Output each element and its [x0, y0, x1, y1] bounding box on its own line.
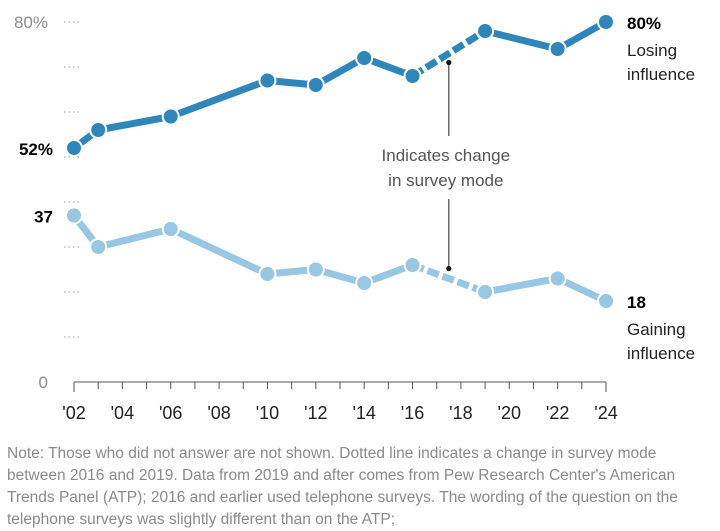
start-value-label: 37: [34, 208, 53, 227]
data-point: [161, 107, 180, 126]
series-segment: [314, 54, 366, 89]
series-labels: 52% 80% Losing influence 37 18 Gaining influenc…: [19, 14, 695, 363]
series-name-label: Losing: [627, 41, 677, 60]
series-segment: [169, 77, 269, 120]
series-lines: [65, 13, 615, 310]
gridlines: [64, 21, 82, 338]
data-point: [65, 139, 83, 157]
x-tick-label: '04: [111, 403, 134, 423]
data-point: [403, 256, 422, 274]
annotation-dot-top: [446, 59, 452, 66]
end-value-label: 80%: [627, 14, 661, 33]
series-losing-influence: [65, 13, 615, 157]
annotation-dot-bottom: [446, 265, 452, 272]
x-tick-label: '24: [594, 403, 617, 423]
x-axis: '02 '04 '06 '08 '10 '12 '14 '16 '18 '20 '22 '24: [62, 381, 618, 423]
chart-note: Note: Those who did not answer are not s…: [7, 445, 678, 528]
data-point: [355, 274, 374, 292]
x-tick-label: '22: [546, 403, 569, 423]
data-point: [89, 121, 108, 139]
x-tick-label: '12: [304, 403, 327, 423]
line-chart: 80% 0 '02 '04 '06 '08 '10 '12 '14 '16 '18 '20 '22 '2…: [14, 13, 695, 423]
series-segment: [555, 18, 608, 53]
x-tick-label: '06: [159, 403, 182, 423]
series-name-label: Gaining: [627, 320, 686, 339]
series-segment: [169, 225, 269, 278]
data-point: [306, 260, 325, 279]
x-tick-label: '14: [352, 403, 375, 423]
data-point: [89, 238, 108, 256]
x-tick-label: '16: [401, 403, 424, 423]
x-tick-label: '18: [449, 403, 472, 423]
x-tick-label: '08: [207, 403, 230, 423]
data-point: [258, 265, 277, 283]
x-tick-label: '02: [62, 403, 85, 423]
survey-mode-annotation: Indicates change in survey mode: [382, 59, 511, 272]
data-point: [476, 22, 495, 40]
series-name-label: influence: [627, 65, 695, 84]
y-tick-label: 0: [39, 373, 48, 392]
data-point: [548, 40, 567, 58]
start-value-label: 52%: [19, 140, 53, 159]
series-segment-dashed: [410, 28, 487, 79]
y-axis-labels: 80% 0: [14, 13, 48, 392]
series-name-label: influence: [627, 344, 695, 363]
data-point: [597, 13, 615, 31]
data-point: [65, 206, 83, 225]
series-segment-dashed: [411, 261, 487, 296]
series-gaining-influence: [65, 206, 615, 310]
data-point: [403, 67, 422, 85]
data-point: [355, 49, 374, 67]
data-point: [258, 71, 277, 90]
series-segment: [97, 225, 172, 251]
end-value-label: 18: [627, 293, 646, 312]
annotation-text: Indicates change: [382, 146, 511, 165]
data-point: [597, 292, 615, 310]
x-tick-label: '20: [498, 403, 521, 423]
x-tick-label: '10: [256, 403, 279, 423]
series-segment: [484, 275, 559, 296]
annotation-text: in survey mode: [388, 171, 503, 190]
series-segment: [97, 113, 172, 134]
series-segment: [484, 27, 559, 53]
data-point: [161, 220, 180, 238]
data-point: [548, 269, 567, 288]
data-point: [306, 76, 325, 94]
y-tick-label: 80%: [14, 13, 48, 32]
data-point: [476, 283, 495, 301]
